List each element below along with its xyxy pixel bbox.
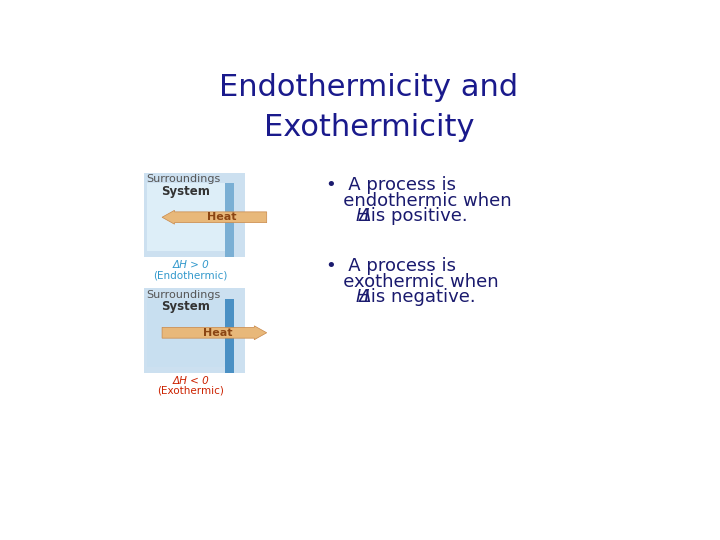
Text: ΔH > 0: ΔH > 0 bbox=[172, 260, 209, 271]
Bar bbox=[225, 184, 234, 257]
Text: endothermic when: endothermic when bbox=[326, 192, 512, 210]
Text: Endothermicity and
Exothermicity: Endothermicity and Exothermicity bbox=[220, 72, 518, 142]
Text: Surroundings: Surroundings bbox=[147, 174, 221, 184]
Text: System: System bbox=[161, 300, 210, 313]
Text: System: System bbox=[161, 185, 210, 198]
Text: is negative.: is negative. bbox=[365, 288, 476, 306]
Bar bbox=[144, 288, 245, 373]
FancyArrow shape bbox=[162, 211, 266, 224]
Text: is positive.: is positive. bbox=[365, 207, 468, 225]
Text: (Endothermic): (Endothermic) bbox=[153, 271, 228, 280]
Text: Δ: Δ bbox=[342, 207, 372, 225]
Text: H: H bbox=[355, 207, 369, 225]
Bar bbox=[144, 173, 245, 257]
Bar bbox=[147, 299, 234, 367]
Bar bbox=[225, 299, 234, 373]
Text: •  A process is: • A process is bbox=[326, 257, 456, 275]
Text: exothermic when: exothermic when bbox=[326, 273, 499, 291]
Text: Heat: Heat bbox=[203, 328, 233, 338]
FancyArrow shape bbox=[162, 326, 266, 340]
Text: ΔH < 0: ΔH < 0 bbox=[172, 376, 209, 386]
Text: Surroundings: Surroundings bbox=[147, 289, 221, 300]
Text: •  A process is: • A process is bbox=[326, 177, 456, 194]
Text: (Exothermic): (Exothermic) bbox=[157, 386, 224, 396]
Bar bbox=[147, 184, 234, 251]
Text: Heat: Heat bbox=[207, 212, 237, 222]
Text: Δ: Δ bbox=[342, 288, 372, 306]
Text: H: H bbox=[355, 288, 369, 306]
